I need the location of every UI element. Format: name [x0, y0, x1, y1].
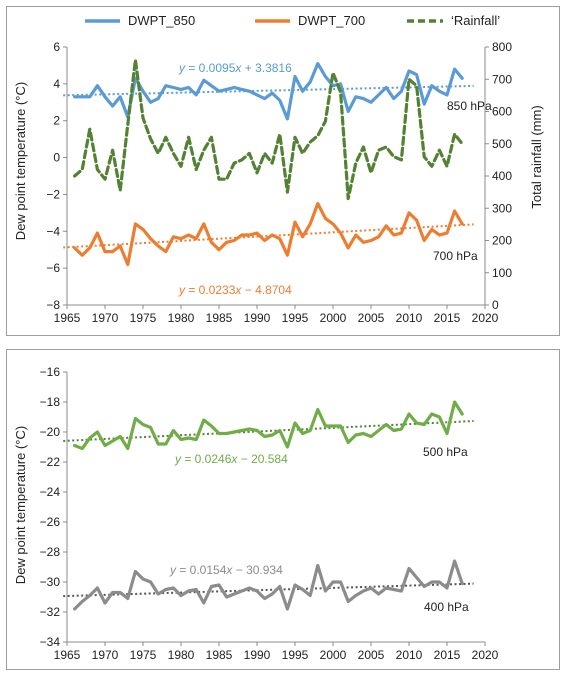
top-axes: 1965 1970 1975 1980 1985 1990 1995 2000 2005 2010…	[46, 40, 512, 325]
legend-label-dwpt700: DWPT_700	[298, 13, 365, 28]
trend-equation-500hpa: y = 0.0246x − 20.584	[174, 452, 288, 466]
x-tick-label: 2000	[320, 648, 347, 662]
x-tick-label: 2010	[396, 648, 423, 662]
x-tick-label: 1985	[206, 311, 233, 325]
y-tick-label: 2	[53, 114, 60, 128]
y2-tick-label: 200	[492, 234, 512, 248]
x-tick-label: 2010	[396, 311, 423, 325]
y-tick-label: 6	[53, 40, 60, 54]
top-chart-svg: 1965 1970 1975 1980 1985 1990 1995 2000 2005 2010…	[13, 13, 544, 325]
eq-part: y	[169, 563, 177, 577]
x-tick-label: 2005	[358, 648, 385, 662]
x-tick-label: 1965	[54, 648, 81, 662]
y2-tick-label: 700	[492, 72, 512, 86]
bottom-chart-svg: 1965 1970 1975 1980 1985 1990 1995 2000 2005 2010…	[13, 365, 499, 662]
y2-tick-label: 300	[492, 201, 512, 215]
bottom-axes: 1965 1970 1975 1980 1985 1990 1995 2000 2005 2010…	[40, 365, 499, 662]
eq-part: = 0.0095	[185, 61, 236, 75]
x-tick-label: 2020	[472, 648, 499, 662]
x-tick-label: 2005	[358, 311, 385, 325]
x-tick-label: 1995	[282, 648, 309, 662]
x-tick-label: 1995	[282, 311, 309, 325]
trend-equation-dwpt700: y = 0.0233x − 4.8704	[178, 283, 292, 297]
y-tick-label: −2	[46, 187, 60, 201]
y2-tick-label: 800	[492, 40, 512, 54]
y-tick-label: −28	[40, 545, 61, 559]
eq-part: y	[178, 283, 186, 297]
x-tick-label: 1970	[92, 648, 119, 662]
y-tick-label: −8	[46, 298, 60, 312]
y-tick-label: −20	[40, 425, 61, 439]
x-tick-label: 1980	[168, 648, 195, 662]
y2-tick-label: 400	[492, 169, 512, 183]
eq-part: x	[234, 61, 242, 75]
eq-part: x	[230, 452, 238, 466]
bottom-series-lines	[72, 400, 464, 611]
eq-part: = 0.0246	[181, 452, 232, 466]
legend-label-rainfall: ‘Rainfall’	[451, 13, 500, 28]
x-tick-label: 1975	[130, 311, 157, 325]
eq-part: x	[225, 563, 233, 577]
y-tick-label: −4	[46, 224, 60, 238]
y-axis-title-left-bottom: Dew point temperature (°C)	[13, 426, 28, 584]
series-line-500-hpa	[72, 400, 464, 451]
y-axis-title-left: Dew point temperature (°C)	[13, 82, 28, 240]
trendline-500-hpa	[63, 420, 474, 442]
y-axis-title-right: Total rainfall (mm)	[529, 105, 544, 208]
annotation-500hpa: 500 hPa	[423, 445, 468, 459]
x-tick-label: 1975	[130, 648, 157, 662]
series-line-dwpt-700	[72, 202, 464, 267]
trendline-400-hpa	[63, 582, 474, 598]
eq-part: − 4.8704	[241, 283, 292, 297]
top-chart-panel: 1965 1970 1975 1980 1985 1990 1995 2000 2005 2010…	[6, 6, 560, 336]
eq-part: − 30.934	[232, 563, 283, 577]
annotation-400hpa: 400 hPa	[424, 600, 469, 614]
x-tick-label: 1985	[206, 648, 233, 662]
y-tick-label: −30	[40, 575, 61, 589]
eq-part: = 0.0233	[185, 283, 236, 297]
x-tick-label: 2015	[434, 648, 461, 662]
x-tick-label: 1970	[92, 311, 119, 325]
trend-equation-400hpa: y = 0.0154x − 30.934	[169, 563, 283, 577]
x-tick-label: 2015	[434, 311, 461, 325]
annotation-850hpa: 850 hPa	[447, 99, 492, 113]
x-tick-label: 2020	[472, 311, 499, 325]
y-tick-label: −32	[40, 605, 61, 619]
trend-equation-dwpt850: y = 0.0095x + 3.3816	[178, 61, 292, 75]
y2-tick-label: 0	[492, 298, 499, 312]
y-tick-label: 0	[53, 151, 60, 165]
eq-part: y	[174, 452, 182, 466]
y-tick-label: −18	[40, 395, 61, 409]
y-tick-label: 4	[53, 77, 60, 91]
legend-label-dwpt850: DWPT_850	[128, 13, 195, 28]
x-tick-label: 2000	[320, 311, 347, 325]
annotation-700hpa: 700 hPa	[433, 249, 478, 263]
y-tick-label: −16	[40, 365, 61, 379]
y2-tick-label: 500	[492, 137, 512, 151]
series-line-400-hpa	[72, 559, 464, 611]
eq-part: + 3.3816	[241, 61, 292, 75]
y-tick-label: −34	[40, 635, 61, 649]
eq-part: y	[178, 61, 186, 75]
y-tick-label: −22	[40, 455, 61, 469]
y2-tick-label: 100	[492, 266, 512, 280]
eq-part: − 20.584	[237, 452, 288, 466]
x-tick-label: 1990	[244, 311, 271, 325]
eq-part: = 0.0154	[176, 563, 227, 577]
eq-part: x	[234, 283, 242, 297]
x-tick-label: 1965	[54, 311, 81, 325]
legend: DWPT_850 DWPT_700 ‘Rainfall’	[85, 13, 500, 28]
y-tick-label: −26	[40, 515, 61, 529]
y-tick-label: −24	[40, 485, 61, 499]
x-tick-label: 1990	[244, 648, 271, 662]
top-series-lines	[72, 58, 464, 267]
x-tick-label: 1980	[168, 311, 195, 325]
y2-tick-label: 600	[492, 105, 512, 119]
series-line-rainfall	[72, 58, 464, 201]
y-tick-label: −6	[46, 261, 60, 275]
bottom-chart-panel: 1965 1970 1975 1980 1985 1990 1995 2000 2005 2010…	[6, 349, 560, 670]
